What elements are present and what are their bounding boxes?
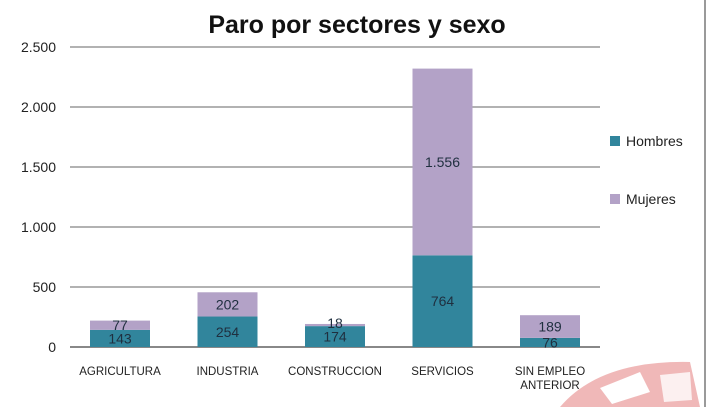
bar-mujeres: [520, 315, 580, 338]
data-label: 143: [108, 330, 132, 346]
watermark-logo: [560, 361, 700, 407]
y-tick-label: 0: [48, 339, 56, 355]
legend-label: Mujeres: [626, 191, 676, 207]
x-tick-label: SIN EMPLEO: [515, 366, 585, 378]
y-tick-label: 2.500: [21, 39, 56, 55]
legend-label: Hombres: [626, 133, 683, 149]
chart-title: Paro por sectores y sexo: [208, 11, 505, 39]
data-label: 174: [323, 329, 347, 345]
data-label: 202: [216, 296, 240, 312]
bar-hombres: [412, 255, 473, 347]
x-tick-label: AGRICULTURA: [79, 366, 161, 378]
data-label: 189: [538, 319, 562, 335]
data-label: 77: [112, 317, 128, 333]
data-label: 76: [542, 334, 558, 350]
bar-hombres: [305, 326, 365, 347]
bar-hombres: [197, 316, 258, 347]
y-tick-label: 1.000: [21, 219, 56, 235]
y-tick-label: 500: [33, 279, 57, 295]
legend-swatch: [610, 136, 620, 146]
x-tick-label: INDUSTRIA: [197, 366, 259, 378]
bar-mujeres: [305, 323, 365, 327]
data-label: 764: [431, 293, 455, 309]
bar-hombres: [90, 329, 150, 347]
data-label: 1.556: [425, 154, 460, 170]
x-tick-label: SERVICIOS: [411, 366, 474, 378]
y-tick-label: 2.000: [21, 99, 56, 115]
bar-mujeres: [412, 68, 473, 256]
x-tick-label: CONSTRUCCION: [288, 366, 382, 378]
legend-swatch: [610, 194, 620, 204]
x-tick-label: ANTERIOR: [520, 380, 579, 392]
bar-mujeres: [90, 320, 150, 330]
bar-mujeres: [197, 292, 258, 317]
data-label: 18: [327, 315, 343, 331]
data-label: 254: [216, 324, 240, 340]
y-tick-label: 1.500: [21, 159, 56, 175]
bar-hombres: [520, 337, 580, 347]
